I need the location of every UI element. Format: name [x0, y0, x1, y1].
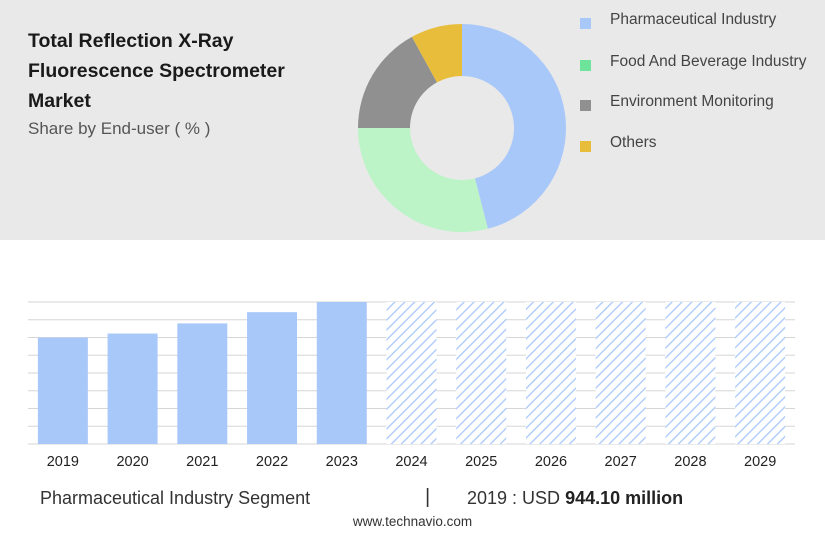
x-tick-label-2021: 2021	[186, 454, 218, 470]
bar-2019	[37, 337, 88, 444]
legend-label-others: Others	[610, 134, 657, 151]
donut-slice-food-beverage	[358, 128, 488, 233]
x-tick-label-2020: 2020	[116, 454, 148, 470]
bar-2024	[386, 302, 437, 444]
footer-value: 2019 : USD 944.10 million	[467, 488, 683, 509]
x-tick-label-2023: 2023	[326, 454, 358, 470]
legend-swatch-environment	[580, 100, 591, 111]
legend-label-food-beverage: Food And Beverage Industry	[610, 53, 807, 70]
legend-swatch-pharmaceutical	[580, 18, 591, 29]
bar-2027	[595, 302, 646, 444]
donut-slice-others	[411, 24, 462, 83]
bar-2020	[107, 333, 158, 444]
bar-2029	[735, 302, 786, 444]
bar-2022	[247, 312, 298, 444]
source-url: www.technavio.com	[352, 514, 473, 529]
bar-2021	[177, 323, 228, 444]
footer-separator: |	[425, 486, 431, 508]
x-tick-label-2025: 2025	[465, 454, 497, 470]
donut-slice-pharmaceutical	[462, 24, 567, 229]
footer-value-amount: 944.10 million	[565, 488, 684, 508]
x-tick-label-2027: 2027	[605, 454, 637, 470]
legend-label-pharmaceutical: Pharmaceutical Industry	[610, 11, 777, 28]
legend-swatch-others	[580, 141, 591, 152]
bar-2025	[456, 302, 507, 444]
legend-label-environment: Environment Monitoring	[610, 93, 774, 110]
x-tick-label-2028: 2028	[674, 454, 706, 470]
x-tick-label-2022: 2022	[256, 454, 288, 470]
chart-subtitle: Share by End-user ( % )	[28, 119, 211, 138]
bar-chart: 2019 2020 2021 2022 2023 2024 2025 2026 2027 2028…	[28, 301, 795, 470]
x-tick-label-2024: 2024	[395, 454, 427, 470]
x-tick-label-2026: 2026	[535, 454, 567, 470]
x-tick-label-2029: 2029	[744, 454, 776, 470]
bar-2028	[665, 302, 716, 444]
x-tick-label-2019: 2019	[47, 454, 79, 470]
bar-2026	[525, 302, 576, 444]
donut-slice-environment	[358, 36, 437, 128]
footer-segment: Pharmaceutical Industry Segment	[40, 488, 311, 508]
footer-year-prefix: 2019 : USD	[467, 488, 561, 508]
donut-chart	[358, 24, 567, 233]
legend-swatch-food-beverage	[580, 60, 591, 71]
chart-title: Total Reflection X-Ray Fluorescence Spec…	[28, 30, 285, 112]
bar-2023	[316, 302, 367, 444]
